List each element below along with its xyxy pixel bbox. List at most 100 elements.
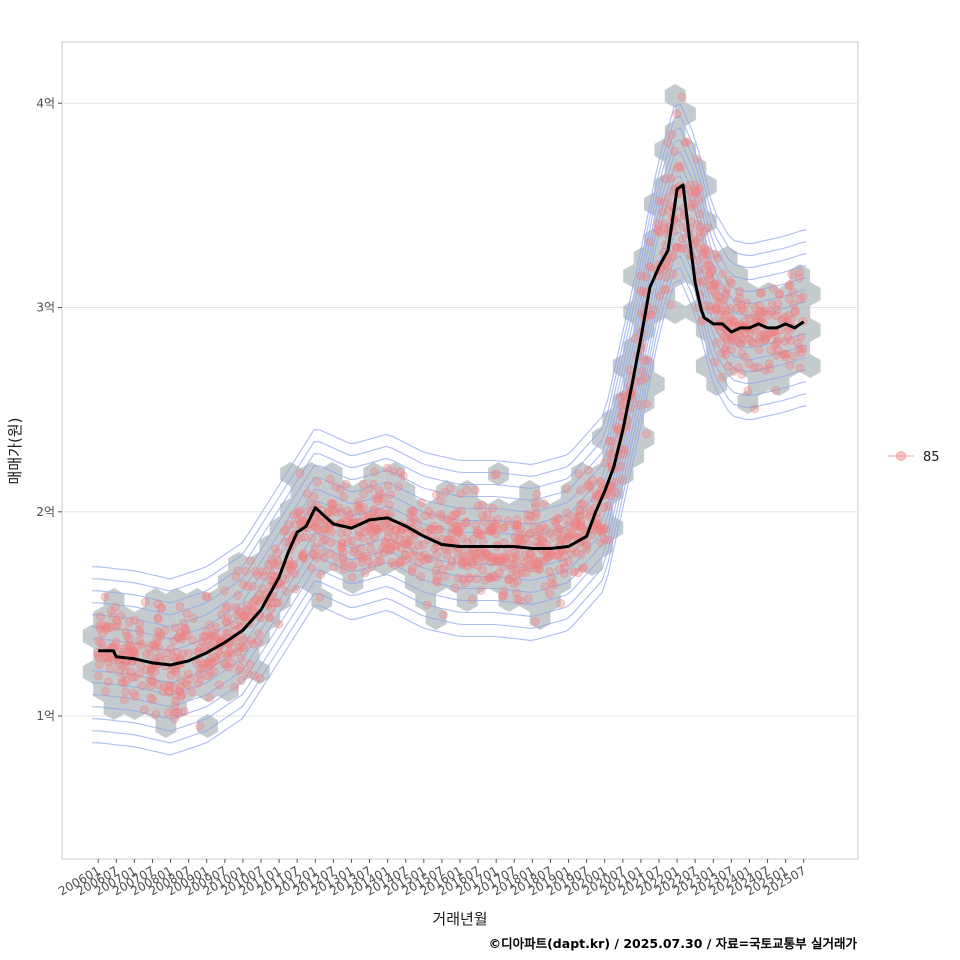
data-point	[381, 538, 391, 548]
data-point	[326, 498, 336, 508]
data-point	[785, 360, 795, 370]
data-point	[516, 525, 525, 534]
hex-bin	[186, 660, 208, 684]
data-point	[193, 679, 203, 688]
data-point	[677, 92, 687, 102]
data-point	[768, 283, 778, 293]
data-point	[274, 598, 283, 608]
data-point	[223, 651, 233, 661]
data-point	[681, 138, 690, 148]
data-point	[604, 436, 614, 446]
data-point	[523, 515, 533, 525]
data-point	[685, 180, 695, 190]
data-point	[417, 498, 427, 508]
plot-panel	[61, 41, 859, 860]
data-point	[254, 637, 264, 647]
data-point	[118, 647, 128, 657]
data-point	[673, 163, 683, 173]
data-point	[129, 689, 139, 698]
data-point	[387, 558, 397, 568]
data-point	[714, 292, 724, 302]
data-point	[407, 567, 417, 576]
density-contour	[92, 103, 807, 580]
data-point	[592, 490, 601, 500]
hex-bin	[436, 516, 457, 540]
data-point	[722, 284, 731, 294]
data-point	[230, 682, 239, 692]
data-point	[279, 527, 289, 536]
data-point	[470, 485, 480, 495]
data-point	[142, 665, 152, 675]
data-point	[130, 672, 140, 682]
data-point	[461, 517, 471, 527]
data-point	[339, 560, 349, 569]
data-point	[493, 514, 503, 524]
hex-bin	[747, 372, 769, 396]
data-point	[337, 544, 347, 553]
data-point	[559, 548, 568, 558]
data-point	[205, 693, 215, 703]
data-point	[724, 361, 733, 371]
data-point	[571, 532, 580, 541]
data-point	[498, 592, 507, 601]
data-point	[445, 516, 455, 526]
hex-bin	[633, 426, 655, 450]
data-point	[347, 573, 357, 582]
data-point	[658, 207, 667, 217]
data-point	[368, 506, 378, 516]
data-point	[559, 569, 569, 578]
data-point	[320, 524, 330, 534]
data-point	[521, 534, 530, 544]
data-point	[562, 508, 572, 518]
data-point	[612, 488, 621, 498]
data-point	[446, 561, 455, 571]
data-point	[693, 219, 702, 229]
data-point	[645, 262, 655, 272]
data-point	[772, 338, 781, 348]
data-point	[663, 138, 673, 148]
data-point	[413, 540, 423, 550]
data-point	[467, 595, 477, 604]
data-point	[700, 264, 710, 274]
data-point	[597, 479, 606, 489]
hex-bin	[82, 624, 104, 648]
data-point	[670, 146, 679, 156]
data-point	[172, 648, 181, 657]
data-point	[480, 576, 490, 585]
data-point	[310, 542, 320, 552]
data-point	[542, 549, 552, 558]
data-point	[329, 562, 339, 572]
data-point	[563, 515, 572, 525]
data-point	[618, 475, 627, 484]
data-point	[325, 474, 335, 484]
data-point	[592, 518, 602, 528]
hex-bin	[737, 390, 759, 414]
data-point	[386, 521, 396, 530]
data-point	[183, 669, 193, 679]
data-point	[253, 571, 263, 580]
data-point	[355, 503, 365, 513]
data-point	[347, 536, 357, 546]
data-point	[677, 244, 687, 254]
y-tick-label: 2억	[36, 505, 55, 519]
data-point	[596, 538, 606, 548]
data-point	[687, 199, 696, 209]
data-point	[504, 574, 514, 584]
hex-bin	[197, 606, 218, 630]
data-point	[409, 552, 419, 561]
data-point	[406, 507, 416, 517]
data-point	[736, 333, 746, 343]
data-point	[704, 281, 714, 291]
data-point	[584, 465, 593, 475]
data-point	[350, 544, 359, 553]
data-point	[250, 601, 259, 611]
hex-bin	[207, 588, 229, 612]
data-point	[360, 568, 370, 578]
data-point	[163, 708, 173, 718]
data-point	[386, 490, 395, 500]
data-point	[458, 558, 468, 568]
data-point	[640, 356, 649, 366]
hex-bin	[727, 264, 748, 288]
data-point	[572, 518, 582, 528]
data-point	[507, 564, 517, 574]
